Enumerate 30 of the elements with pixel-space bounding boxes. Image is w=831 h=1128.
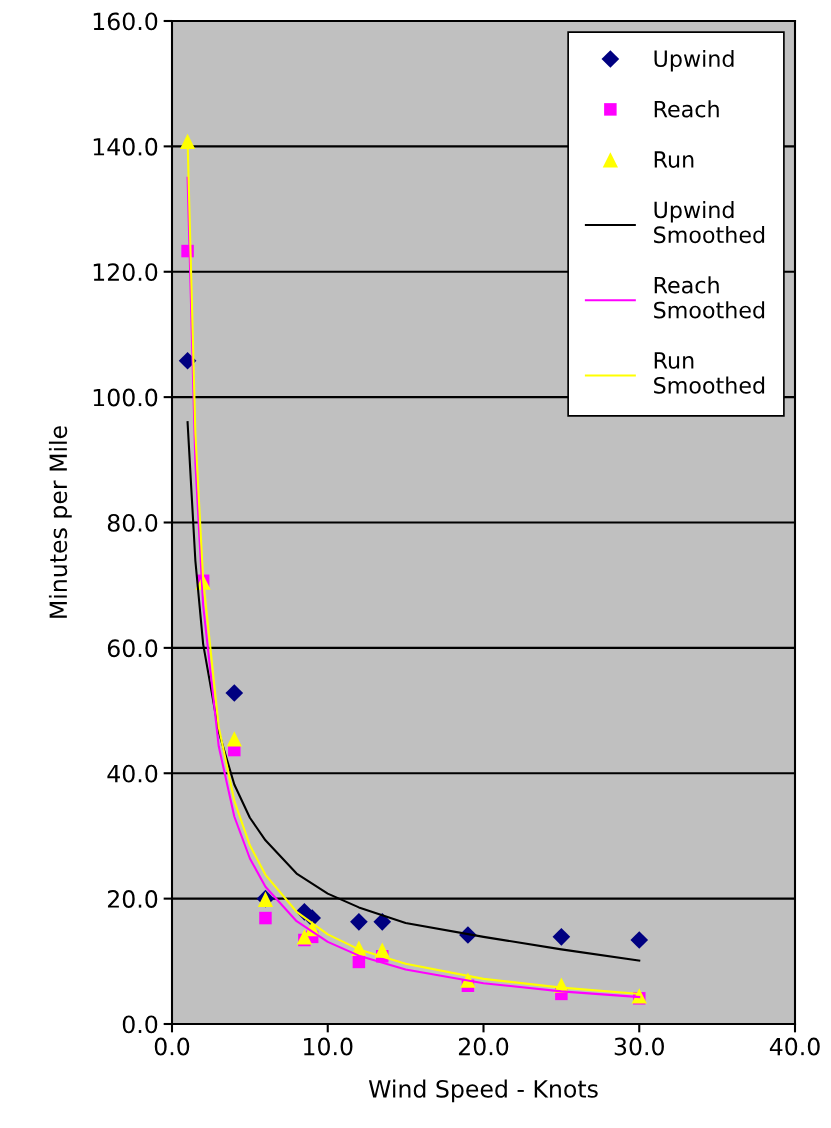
y-tick-label: 0.0 bbox=[122, 1015, 158, 1034]
point bbox=[296, 929, 313, 945]
legend-label: Run Smoothed bbox=[654, 352, 765, 394]
y-tick-label: 60.0 bbox=[107, 639, 158, 658]
y-tick-label: 100.0 bbox=[93, 388, 158, 407]
point bbox=[225, 684, 244, 702]
x-tick-label: 20.0 bbox=[458, 1037, 509, 1056]
legend-label: Reach Smoothed bbox=[654, 276, 765, 319]
point bbox=[552, 928, 571, 946]
y-tick-label: 120.0 bbox=[93, 263, 158, 282]
point bbox=[350, 912, 368, 931]
y-tick-label: 20.0 bbox=[107, 890, 158, 908]
point bbox=[373, 912, 392, 931]
x-tick-label: 30.0 bbox=[614, 1037, 664, 1056]
x-tick-label: 40.0 bbox=[769, 1037, 820, 1056]
x-tick-label: 10.0 bbox=[304, 1037, 353, 1056]
legend-label: Upwind Smoothed bbox=[654, 201, 765, 244]
legend-label: Reach bbox=[654, 100, 719, 118]
y-tick-label: 160.0 bbox=[93, 12, 158, 31]
y-tick-label: 40.0 bbox=[107, 764, 158, 783]
y-axis-title: Minutes per Mile bbox=[48, 426, 72, 618]
point bbox=[259, 911, 272, 925]
legend-label: Run bbox=[654, 151, 694, 168]
point bbox=[226, 731, 242, 747]
point bbox=[630, 931, 649, 949]
x-tick-label: 0.0 bbox=[154, 1037, 190, 1056]
y-tick-label: 80.0 bbox=[107, 513, 158, 532]
legend-label: Upwind bbox=[654, 49, 734, 72]
y-tick-label: 140.0 bbox=[93, 137, 158, 156]
x-axis-title: Wind Speed - Knots bbox=[368, 1079, 598, 1103]
